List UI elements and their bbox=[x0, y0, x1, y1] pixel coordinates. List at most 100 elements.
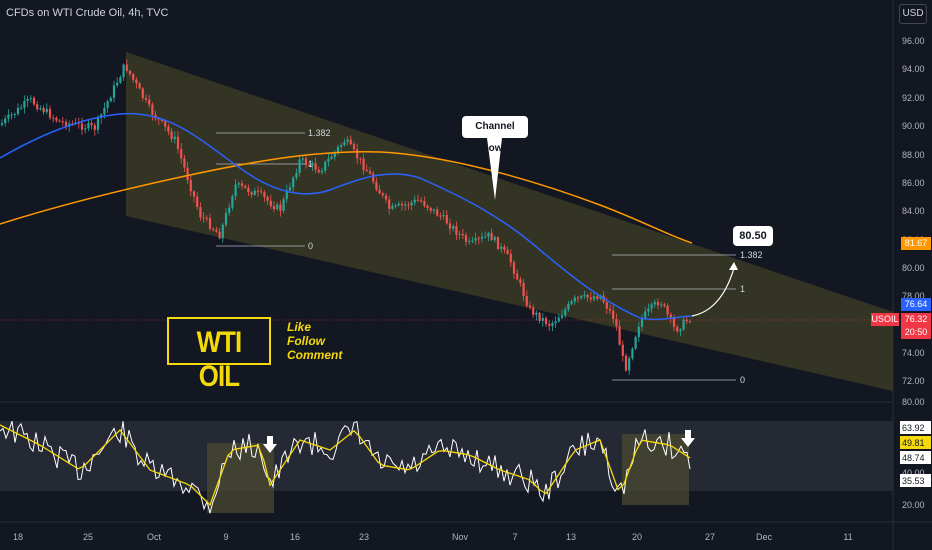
candle-body bbox=[554, 321, 557, 324]
price-tick: 94.00 bbox=[902, 64, 925, 74]
candle-body bbox=[436, 209, 439, 216]
candle-body bbox=[522, 283, 525, 297]
candle-body bbox=[464, 235, 468, 242]
candle-body bbox=[685, 319, 688, 322]
rsi-tag-bg bbox=[900, 436, 931, 449]
candle-body bbox=[544, 318, 548, 325]
candle-body bbox=[176, 136, 180, 149]
candle-body bbox=[317, 169, 320, 173]
fib-left-label: 1 bbox=[308, 159, 313, 169]
candle-body bbox=[7, 114, 10, 119]
candle-body bbox=[541, 318, 544, 321]
rsi-arrow-right bbox=[681, 430, 695, 447]
time-tick: 18 bbox=[13, 532, 23, 542]
candle-body bbox=[471, 240, 474, 242]
candle-body bbox=[576, 297, 580, 299]
candle-body bbox=[672, 317, 676, 327]
symbol-tag: USOIL bbox=[871, 313, 899, 326]
time-axis: 18 25 Oct 9 16 23 Nov 7 13 20 27 Dec 11 bbox=[13, 532, 853, 542]
candle-body bbox=[410, 202, 413, 206]
candle-body bbox=[378, 189, 381, 194]
time-tick: 20 bbox=[632, 532, 642, 542]
candle-body bbox=[183, 158, 186, 168]
candle-body bbox=[458, 233, 461, 235]
candle-body bbox=[218, 231, 221, 239]
currency-button[interactable]: USD bbox=[899, 4, 927, 24]
candle-body bbox=[295, 172, 298, 178]
candle-body bbox=[208, 218, 212, 229]
candle-body bbox=[349, 139, 352, 145]
candle-body bbox=[256, 190, 260, 192]
candle-body bbox=[535, 312, 538, 315]
fib-right-label: 0 bbox=[740, 375, 745, 385]
candle-body bbox=[327, 158, 330, 162]
candle-body bbox=[157, 118, 160, 120]
candle-body bbox=[407, 204, 410, 206]
time-tick: 25 bbox=[83, 532, 93, 542]
candle-body bbox=[362, 158, 365, 170]
candle-body bbox=[29, 98, 32, 100]
price-tick: 80.00 bbox=[902, 263, 925, 273]
candle-body bbox=[45, 108, 48, 113]
cta-comment: Comment bbox=[287, 348, 343, 362]
candle-body bbox=[368, 171, 372, 174]
price-tick: 84.00 bbox=[902, 206, 925, 216]
candle-body bbox=[468, 240, 471, 242]
channel-callout: Channel Down bbox=[462, 116, 528, 154]
candle-body bbox=[330, 156, 333, 159]
candle-body bbox=[135, 79, 138, 84]
time-tick: 16 bbox=[290, 532, 300, 542]
candle-body bbox=[432, 209, 436, 211]
candle-body bbox=[666, 305, 669, 315]
candle-body bbox=[650, 304, 653, 309]
price-tick: 72.00 bbox=[902, 376, 925, 386]
candle-body bbox=[288, 187, 292, 191]
price-tick: 92.00 bbox=[902, 93, 925, 103]
candle-body bbox=[314, 163, 317, 170]
candle-body bbox=[58, 120, 61, 122]
last-price-tag: 76.32 bbox=[901, 313, 931, 326]
candle-body bbox=[442, 215, 445, 217]
candle-body bbox=[32, 98, 36, 105]
candle-body bbox=[564, 309, 567, 316]
candle-body bbox=[103, 107, 106, 115]
candle-body bbox=[80, 123, 84, 130]
candle-body bbox=[400, 203, 404, 206]
candle-body bbox=[122, 64, 125, 78]
candle-body bbox=[532, 307, 535, 315]
candle-body bbox=[298, 159, 301, 173]
chart-title: CFDs on WTI Crude Oil, 4h, TVC bbox=[6, 7, 169, 19]
candle-body bbox=[231, 196, 234, 208]
time-tick: 9 bbox=[223, 532, 228, 542]
price-tick: 78.00 bbox=[902, 291, 925, 301]
brand-text: WTI OIL bbox=[196, 326, 243, 393]
candle-body bbox=[663, 304, 666, 306]
cta-like: Like bbox=[287, 320, 312, 334]
candle-body bbox=[285, 190, 288, 200]
candle-body bbox=[352, 144, 356, 150]
candle-body bbox=[538, 312, 541, 321]
candle-body bbox=[237, 183, 240, 185]
candle-body bbox=[52, 117, 55, 119]
candle-body bbox=[23, 101, 26, 108]
rsi-tag: 63.92 bbox=[902, 423, 925, 433]
candle-body bbox=[448, 223, 452, 229]
candle-body bbox=[141, 88, 144, 99]
candle-body bbox=[653, 302, 656, 305]
rsi-tag-bg bbox=[900, 451, 931, 464]
candle-body bbox=[189, 180, 192, 192]
candle-body bbox=[324, 161, 327, 171]
projection-arrowhead bbox=[729, 262, 738, 270]
candles bbox=[0, 59, 692, 375]
candle-body bbox=[605, 302, 608, 309]
candle-body bbox=[96, 117, 100, 130]
candle-body bbox=[551, 323, 554, 327]
time-tick: 13 bbox=[566, 532, 576, 542]
candle-body bbox=[455, 226, 458, 235]
candle-body bbox=[682, 319, 685, 330]
candle-body bbox=[429, 207, 432, 211]
candle-body bbox=[128, 70, 132, 74]
rsi-tag-bg bbox=[900, 421, 931, 434]
candle-body bbox=[250, 192, 253, 195]
